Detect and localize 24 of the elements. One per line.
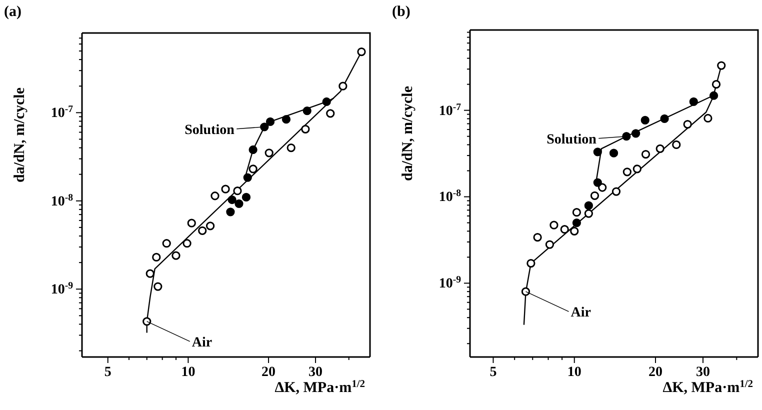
- y-tick-label: 10$^{-9}$: [438, 274, 462, 292]
- y-axis-title: da/dN, m/cycle: [400, 86, 416, 181]
- x-axis-title: ΔK, MPa·m$^{1/2}$: [662, 378, 753, 396]
- x-tick-label: 30: [308, 364, 323, 380]
- y-tick-label: 10$^{-8}$: [438, 188, 462, 206]
- y-axis-title: da/dN, m/cycle: [12, 87, 28, 182]
- x-tick-label: 5: [490, 364, 497, 380]
- x-tick-label: 10: [181, 364, 196, 380]
- y-tick-label: 10$^{-8}$: [50, 192, 74, 210]
- x-tick-label: 10: [567, 364, 582, 380]
- y-tick-label: 10$^{-9}$: [50, 280, 74, 298]
- x-tick-label: 5: [104, 364, 112, 380]
- x-tick-label: 20: [262, 364, 276, 380]
- y-tick-label: 10$^{-7}$: [438, 101, 462, 119]
- annotation: Solution: [546, 132, 597, 148]
- annotation: Air: [192, 335, 212, 350]
- y-tick-label: 10$^{-7}$: [50, 104, 74, 122]
- annotation: Solution: [184, 122, 235, 138]
- annotation: Air: [570, 306, 591, 321]
- x-axis-title: ΔK, MPa·m$^{1/2}$: [274, 378, 365, 396]
- x-tick-label: 30: [696, 364, 710, 380]
- chart-title: (b): [392, 4, 410, 20]
- x-tick-label: 20: [648, 364, 663, 380]
- chart-title: (a): [4, 4, 22, 20]
